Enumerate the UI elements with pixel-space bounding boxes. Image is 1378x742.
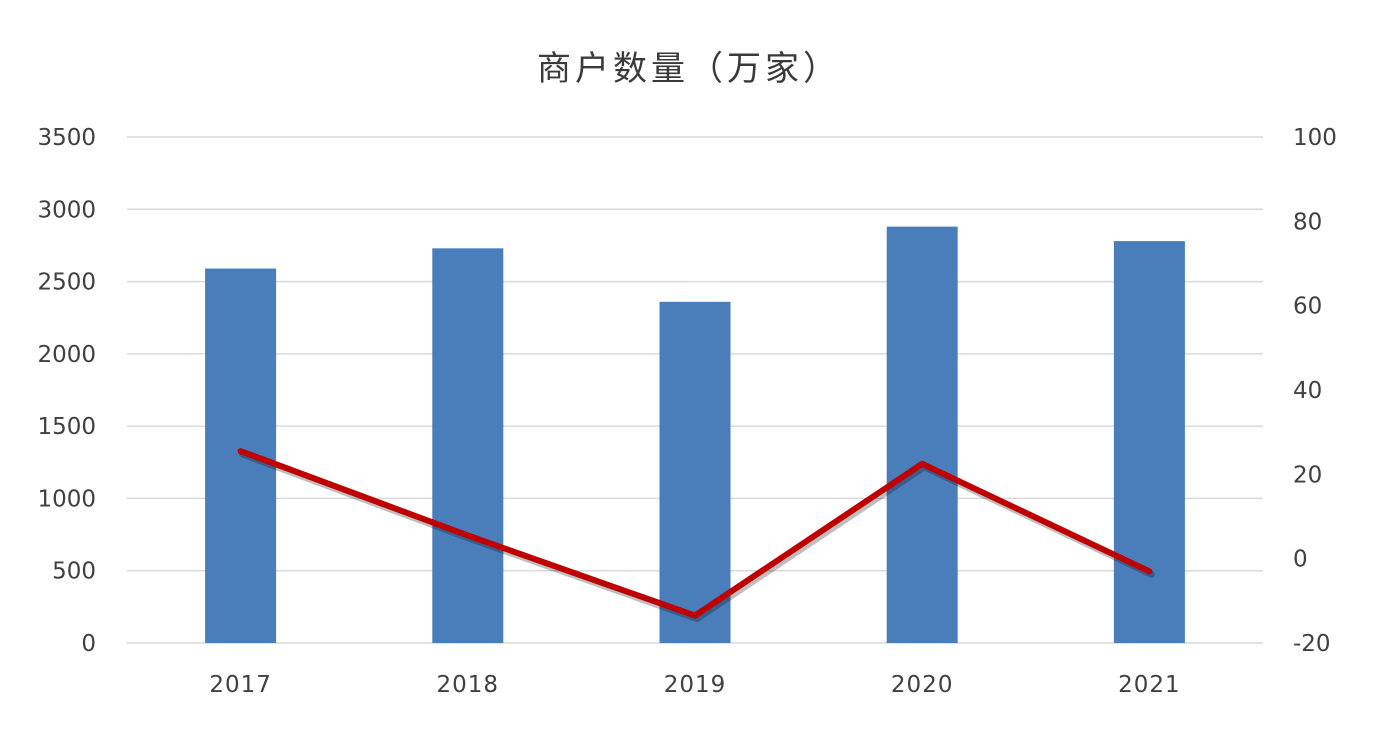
- left-tick-label: 3500: [37, 125, 96, 151]
- left-tick-label: 2000: [37, 342, 96, 368]
- left-axis: 0 500 1000 1500 2000 2500 3000 3500: [37, 125, 96, 657]
- category-label: 2019: [664, 672, 727, 698]
- line-series: [237, 448, 1155, 623]
- bar-2019: [659, 301, 731, 643]
- category-label: 2020: [891, 672, 954, 698]
- left-tick-label: 1000: [37, 486, 96, 512]
- category-label: 2017: [209, 672, 272, 698]
- left-tick-label: 1500: [37, 414, 96, 440]
- category-axis: 2017 2018 2019 2020 2021: [209, 672, 1181, 698]
- right-tick-label: -20: [1293, 631, 1331, 657]
- bar-2020: [886, 226, 958, 644]
- right-tick-label: 80: [1293, 209, 1322, 235]
- left-tick-label: 0: [81, 631, 96, 657]
- bar-2018: [432, 248, 504, 643]
- category-label: 2018: [437, 672, 500, 698]
- right-tick-label: 40: [1293, 378, 1322, 404]
- bar-2017: [205, 268, 277, 643]
- category-label: 2021: [1118, 672, 1181, 698]
- right-tick-label: 20: [1293, 462, 1322, 488]
- right-tick-label: 0: [1293, 547, 1308, 573]
- right-tick-label: 100: [1293, 125, 1337, 151]
- right-axis: -20 0 20 40 60 80 100: [1293, 125, 1337, 657]
- left-tick-label: 2500: [37, 270, 96, 296]
- left-tick-label: 500: [52, 559, 96, 585]
- left-tick-label: 3000: [37, 197, 96, 223]
- right-tick-label: 60: [1293, 294, 1322, 320]
- bar-series: [205, 226, 1185, 644]
- chart-title: 商户数量（万家）: [537, 49, 841, 89]
- bar-2021: [1113, 241, 1185, 643]
